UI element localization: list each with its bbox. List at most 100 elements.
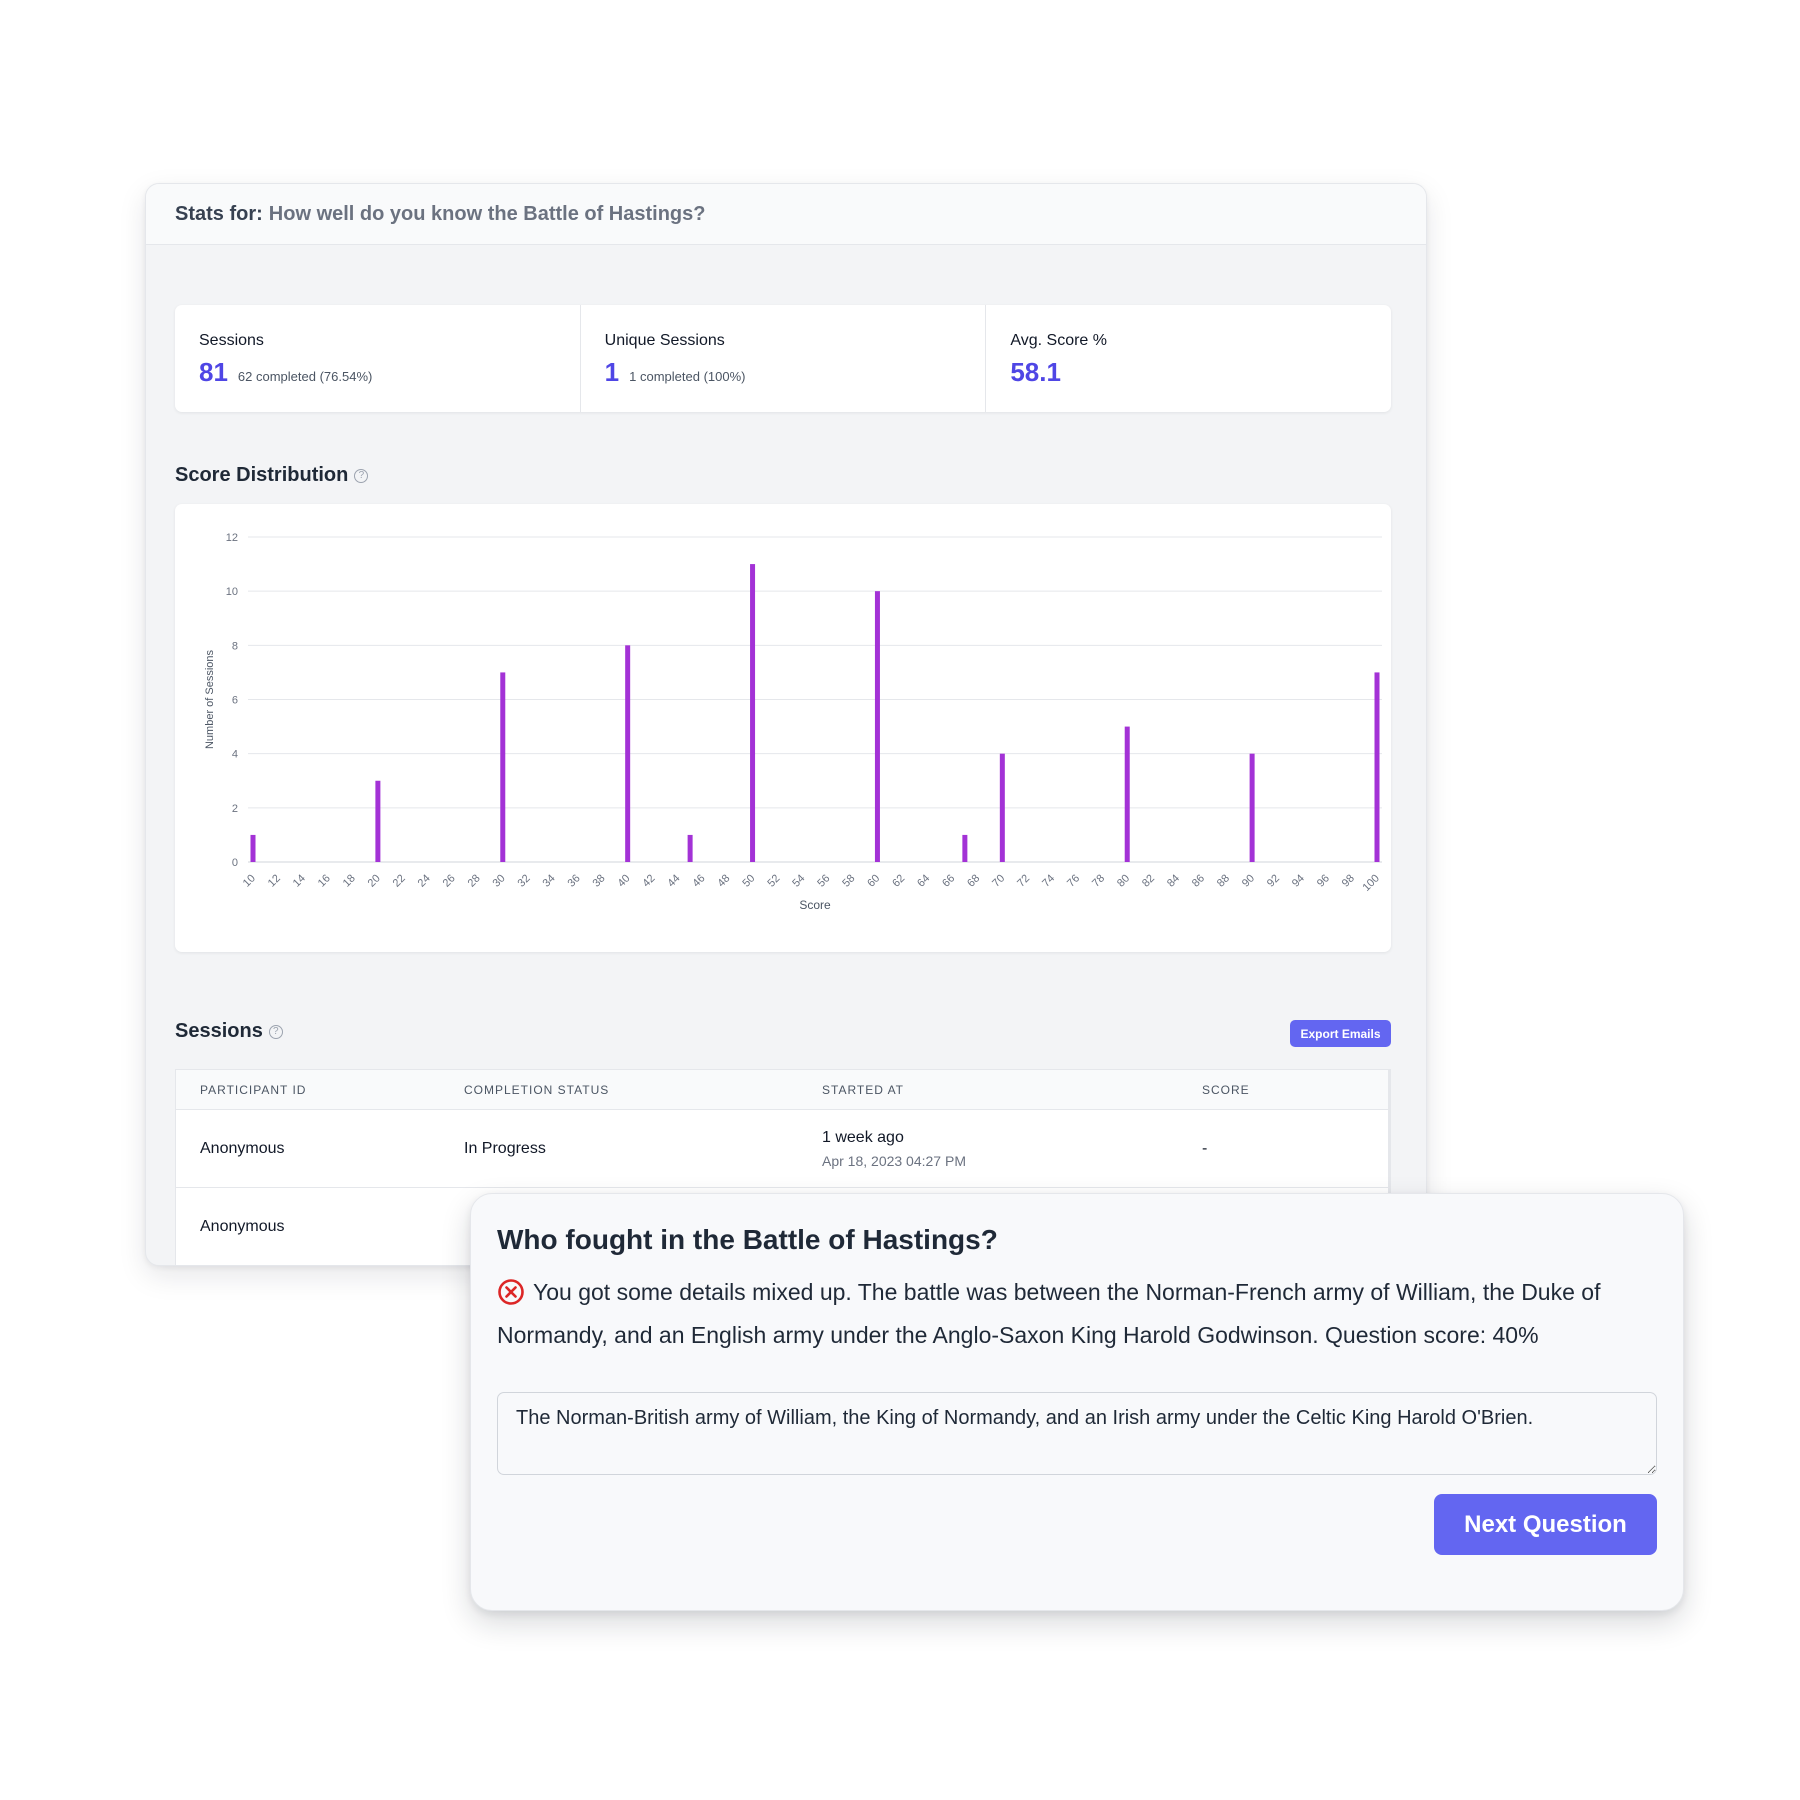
score-bar bbox=[874, 591, 880, 862]
kpi-avg-score: Avg. Score % 58.1 bbox=[986, 305, 1391, 412]
score-distribution-label: Score Distribution bbox=[175, 464, 349, 486]
participant-cell: Anonymous bbox=[200, 1139, 285, 1157]
x-tick-label: 56 bbox=[815, 872, 832, 889]
kpi-label: Sessions bbox=[199, 332, 264, 349]
y-tick-label: 4 bbox=[232, 749, 238, 761]
question-title: Who fought in the Battle of Hastings? bbox=[497, 1224, 998, 1255]
x-tick-label: 72 bbox=[1015, 872, 1032, 889]
started-cell: 1 week ago Apr 18, 2023 04:27 PM bbox=[822, 1129, 1202, 1169]
x-tick-label: 76 bbox=[1065, 872, 1082, 889]
x-tick-label: 98 bbox=[1340, 872, 1357, 889]
x-tick-label: 32 bbox=[516, 872, 533, 889]
x-tick-label: 10 bbox=[241, 872, 258, 889]
table-row[interactable]: Anonymous bbox=[176, 1188, 1388, 1265]
kpi-value: 58.1 bbox=[1010, 357, 1061, 387]
x-tick-label: 26 bbox=[441, 872, 458, 889]
x-tick-label: 52 bbox=[765, 872, 782, 889]
column-header[interactable]: SCORE bbox=[1202, 1082, 1250, 1097]
score-bar bbox=[687, 834, 693, 862]
feedback-text: You got some details mixed up. The battl… bbox=[497, 1279, 1601, 1348]
x-tick-label: 62 bbox=[890, 872, 907, 889]
status-cell: In Progress bbox=[464, 1139, 546, 1157]
x-tick-label: 82 bbox=[1140, 872, 1157, 889]
x-tick-label: 44 bbox=[665, 872, 682, 889]
x-tick-label: 86 bbox=[1190, 872, 1207, 889]
x-tick-label: 84 bbox=[1165, 872, 1182, 889]
kpi-value: 81 bbox=[199, 357, 228, 387]
x-tick-label: 50 bbox=[740, 872, 757, 889]
x-tick-label: 54 bbox=[790, 872, 807, 889]
export-emails-button[interactable]: Export Emails bbox=[1290, 1020, 1391, 1047]
y-axis-label: Number of Sessions bbox=[204, 649, 216, 749]
score-bar bbox=[625, 645, 631, 862]
kpi-label: Unique Sessions bbox=[604, 332, 725, 349]
table-header: PARTICIPANT ID COMPLETION STATUS STARTED… bbox=[176, 1070, 1388, 1110]
table-row[interactable]: Anonymous In Progress 1 week ago Apr 18,… bbox=[176, 1110, 1388, 1188]
x-circle-icon bbox=[497, 1278, 525, 1317]
score-bar bbox=[1124, 726, 1130, 862]
sessions-label: Sessions bbox=[175, 1020, 263, 1042]
kpi-unique-sessions: Unique Sessions 1 1 completed (100%) bbox=[581, 305, 987, 412]
participant-cell: Anonymous bbox=[200, 1217, 285, 1235]
x-tick-label: 88 bbox=[1215, 872, 1232, 889]
x-tick-label: 42 bbox=[640, 872, 657, 889]
x-tick-label: 48 bbox=[715, 872, 732, 889]
answer-textarea[interactable]: The Norman-British army of William, the … bbox=[497, 1392, 1657, 1475]
panel-header: Stats for: How well do you know the Batt… bbox=[146, 184, 1426, 245]
x-tick-label: 68 bbox=[965, 872, 982, 889]
score-bar bbox=[250, 834, 256, 862]
score-bar bbox=[962, 834, 968, 862]
x-tick-label: 64 bbox=[915, 872, 932, 889]
x-tick-label: 46 bbox=[690, 872, 707, 889]
score-distribution-chart: 0 2 4 6 8 10 12 10 12 14 16 18 20 22 24 26 28 30 32 34 36 38 4… bbox=[175, 504, 1391, 952]
x-tick-label: 30 bbox=[491, 872, 508, 889]
x-axis-label: Score bbox=[799, 898, 831, 912]
x-tick-label: 40 bbox=[615, 872, 632, 889]
column-header[interactable]: COMPLETION STATUS bbox=[464, 1082, 610, 1097]
x-tick-label: 18 bbox=[341, 872, 358, 889]
score-bar bbox=[750, 564, 756, 862]
y-tick-label: 8 bbox=[232, 640, 238, 652]
kpi-label: Avg. Score % bbox=[1010, 332, 1107, 349]
feedback-message: You got some details mixed up. The battl… bbox=[497, 1274, 1657, 1354]
score-cell: - bbox=[1202, 1139, 1208, 1157]
score-bar bbox=[1374, 672, 1380, 862]
stats-panel: Stats for: How well do you know the Batt… bbox=[145, 183, 1427, 1266]
kpi-sub: 1 completed (100%) bbox=[629, 369, 746, 384]
x-tick-label: 60 bbox=[865, 872, 882, 889]
x-tick-label: 24 bbox=[416, 872, 433, 889]
started-relative: 1 week ago bbox=[822, 1128, 904, 1146]
x-tick-label: 70 bbox=[990, 872, 1007, 889]
y-tick-label: 12 bbox=[226, 532, 238, 544]
y-tick-label: 6 bbox=[232, 695, 238, 707]
question-card: Who fought in the Battle of Hastings? Yo… bbox=[470, 1193, 1684, 1611]
y-tick-label: 0 bbox=[232, 857, 238, 869]
kpi-row: Sessions 81 62 completed (76.54%) Unique… bbox=[175, 305, 1391, 412]
score-bar bbox=[500, 672, 506, 862]
x-tick-label: 28 bbox=[466, 872, 483, 889]
x-tick-label: 36 bbox=[566, 872, 583, 889]
quiz-title: How well do you know the Battle of Hasti… bbox=[268, 202, 706, 225]
kpi-value: 1 bbox=[604, 357, 620, 387]
x-tick-label: 80 bbox=[1115, 872, 1132, 889]
help-icon[interactable]: ? bbox=[354, 468, 369, 483]
score-bar bbox=[1249, 753, 1255, 862]
next-question-button[interactable]: Next Question bbox=[1434, 1494, 1657, 1555]
x-tick-label: 16 bbox=[316, 872, 333, 889]
x-tick-label: 78 bbox=[1090, 872, 1107, 889]
column-header[interactable]: STARTED AT bbox=[822, 1082, 905, 1097]
x-tick-label: 92 bbox=[1265, 872, 1282, 889]
x-tick-label: 58 bbox=[840, 872, 857, 889]
sessions-title: Sessions ? bbox=[175, 1020, 283, 1043]
x-tick-label: 90 bbox=[1240, 872, 1257, 889]
y-tick-label: 2 bbox=[232, 803, 238, 815]
x-tick-label: 38 bbox=[590, 872, 607, 889]
started-date: Apr 18, 2023 04:27 PM bbox=[822, 1152, 966, 1169]
column-header[interactable]: PARTICIPANT ID bbox=[200, 1082, 307, 1097]
score-bar bbox=[375, 780, 381, 862]
stats-for-label: Stats for: bbox=[175, 202, 263, 225]
help-icon[interactable]: ? bbox=[268, 1024, 283, 1039]
score-distribution-title: Score Distribution ? bbox=[175, 464, 369, 487]
x-tick-label: 74 bbox=[1040, 872, 1057, 889]
